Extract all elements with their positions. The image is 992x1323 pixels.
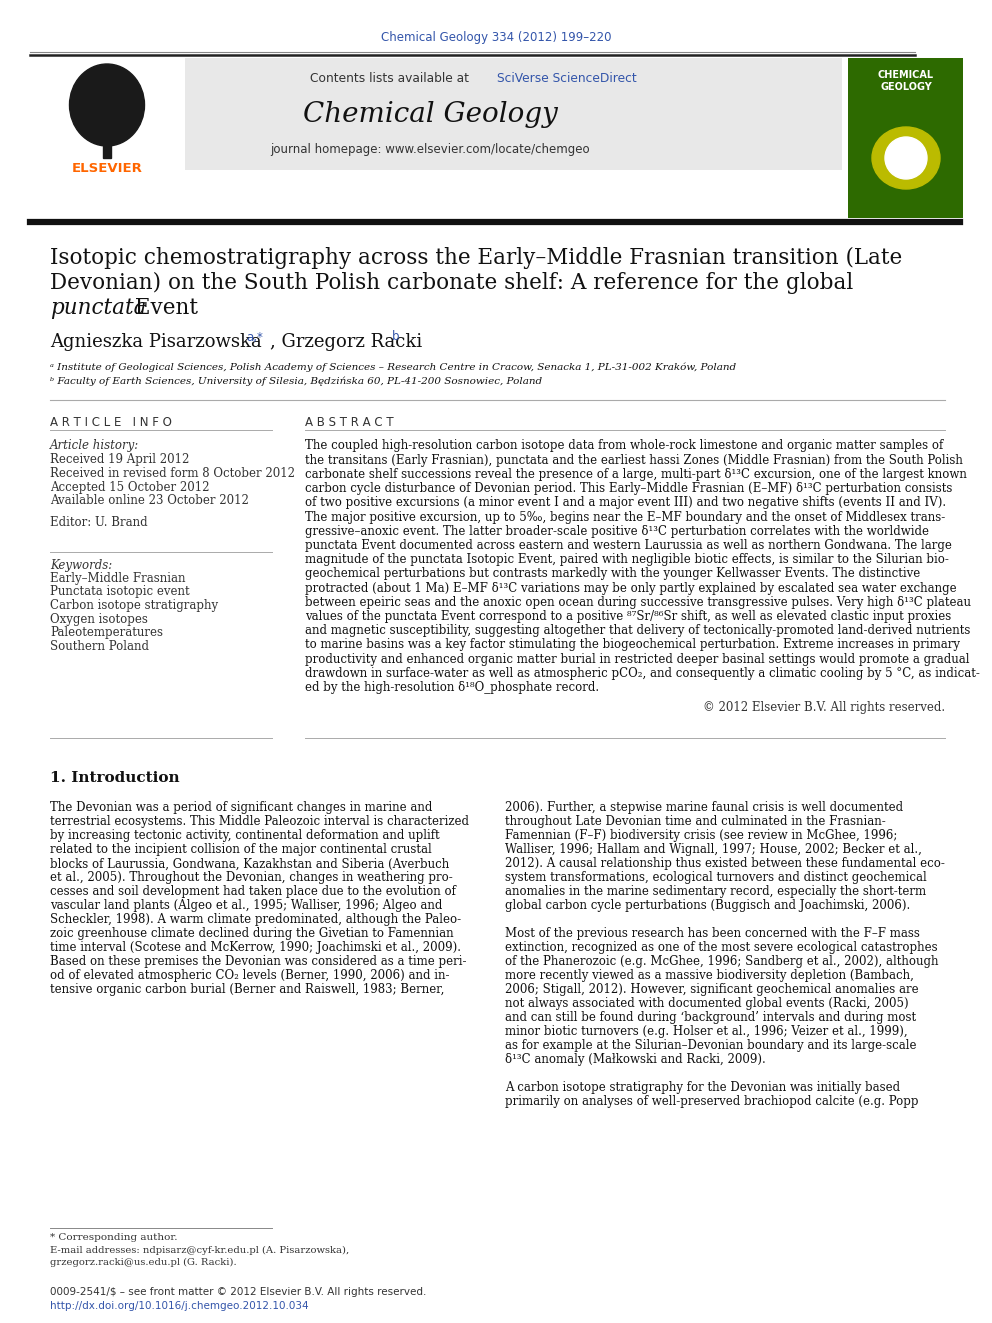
Text: Received in revised form 8 October 2012: Received in revised form 8 October 2012 xyxy=(50,467,295,480)
Text: Paleotemperatures: Paleotemperatures xyxy=(50,626,163,639)
Text: Carbon isotope stratigraphy: Carbon isotope stratigraphy xyxy=(50,599,218,613)
Text: The coupled high-resolution carbon isotope data from whole-rock limestone and or: The coupled high-resolution carbon isoto… xyxy=(305,439,943,452)
Text: gressive–anoxic event. The latter broader-scale positive δ¹³C perturbation corre: gressive–anoxic event. The latter broade… xyxy=(305,525,929,537)
Text: Scheckler, 1998). A warm climate predominated, although the Paleo-: Scheckler, 1998). A warm climate predomi… xyxy=(50,913,461,926)
Text: E-mail addresses: ndpisarz@cyf-kr.edu.pl (A. Pisarzowska),: E-mail addresses: ndpisarz@cyf-kr.edu.pl… xyxy=(50,1245,349,1254)
Text: primarily on analyses of well-preserved brachiopod calcite (e.g. Popp: primarily on analyses of well-preserved … xyxy=(505,1095,919,1109)
Text: Based on these premises the Devonian was considered as a time peri-: Based on these premises the Devonian was… xyxy=(50,955,466,968)
Bar xyxy=(103,140,111,157)
Text: terrestrial ecosystems. This Middle Paleozoic interval is characterized: terrestrial ecosystems. This Middle Pale… xyxy=(50,815,469,828)
Text: Accepted 15 October 2012: Accepted 15 October 2012 xyxy=(50,480,209,493)
Text: carbon cycle disturbance of Devonian period. This Early–Middle Frasnian (E–MF) δ: carbon cycle disturbance of Devonian per… xyxy=(305,482,952,495)
Text: Agnieszka Pisarzowska: Agnieszka Pisarzowska xyxy=(50,333,268,351)
Text: ᵃ Institute of Geological Sciences, Polish Academy of Sciences – Research Centre: ᵃ Institute of Geological Sciences, Poli… xyxy=(50,363,736,372)
Text: b: b xyxy=(392,331,400,344)
Text: Famennian (F–F) biodiversity crisis (see review in McGhee, 1996;: Famennian (F–F) biodiversity crisis (see… xyxy=(505,830,898,843)
Text: time interval (Scotese and McKerrow, 1990; Joachimski et al., 2009).: time interval (Scotese and McKerrow, 199… xyxy=(50,942,461,954)
Text: Article history:: Article history: xyxy=(50,439,139,452)
Text: Walliser, 1996; Hallam and Wignall, 1997; House, 2002; Becker et al.,: Walliser, 1996; Hallam and Wignall, 1997… xyxy=(505,844,922,856)
Text: © 2012 Elsevier B.V. All rights reserved.: © 2012 Elsevier B.V. All rights reserved… xyxy=(703,701,945,714)
Text: Chemical Geology: Chemical Geology xyxy=(303,102,558,128)
Text: zoic greenhouse climate declined during the Givetian to Famennian: zoic greenhouse climate declined during … xyxy=(50,927,453,941)
Text: ELSEVIER: ELSEVIER xyxy=(71,161,143,175)
Text: blocks of Laurussia, Gondwana, Kazakhstan and Siberia (Averbuch: blocks of Laurussia, Gondwana, Kazakhsta… xyxy=(50,857,449,871)
Text: related to the incipient collision of the major continental crustal: related to the incipient collision of th… xyxy=(50,844,432,856)
Text: grzegorz.racki@us.edu.pl (G. Racki).: grzegorz.racki@us.edu.pl (G. Racki). xyxy=(50,1257,237,1266)
FancyBboxPatch shape xyxy=(30,58,842,169)
Text: et al., 2005). Throughout the Devonian, changes in weathering pro-: et al., 2005). Throughout the Devonian, … xyxy=(50,872,452,885)
Text: Oxygen isotopes: Oxygen isotopes xyxy=(50,613,148,626)
Text: system transformations, ecological turnovers and distinct geochemical: system transformations, ecological turno… xyxy=(505,872,927,885)
Text: The Devonian was a period of significant changes in marine and: The Devonian was a period of significant… xyxy=(50,802,433,815)
Text: to marine basins was a key factor stimulating the biogeochemical perturbation. E: to marine basins was a key factor stimul… xyxy=(305,638,960,651)
Text: not always associated with documented global events (Racki, 2005): not always associated with documented gl… xyxy=(505,998,909,1011)
Text: productivity and enhanced organic matter burial in restricted deeper basinal set: productivity and enhanced organic matter… xyxy=(305,652,969,665)
Text: http://dx.doi.org/10.1016/j.chemgeo.2012.10.034: http://dx.doi.org/10.1016/j.chemgeo.2012… xyxy=(50,1301,309,1311)
Text: magnitude of the punctata Isotopic Event, paired with negligible biotic effects,: magnitude of the punctata Isotopic Event… xyxy=(305,553,949,566)
Text: A B S T R A C T: A B S T R A C T xyxy=(305,415,394,429)
Text: Editor: U. Brand: Editor: U. Brand xyxy=(50,516,148,528)
Text: A carbon isotope stratigraphy for the Devonian was initially based: A carbon isotope stratigraphy for the De… xyxy=(505,1081,900,1094)
Ellipse shape xyxy=(69,64,145,146)
Text: minor biotic turnovers (e.g. Holser et al., 1996; Veizer et al., 1999),: minor biotic turnovers (e.g. Holser et a… xyxy=(505,1025,908,1039)
Text: between epeiric seas and the anoxic open ocean during successive transgressive p: between epeiric seas and the anoxic open… xyxy=(305,595,971,609)
Text: punctata: punctata xyxy=(50,296,147,319)
Text: anomalies in the marine sedimentary record, especially the short-term: anomalies in the marine sedimentary reco… xyxy=(505,885,927,898)
Text: Chemical Geology 334 (2012) 199–220: Chemical Geology 334 (2012) 199–220 xyxy=(381,32,611,45)
Ellipse shape xyxy=(885,138,927,179)
Text: Event: Event xyxy=(128,296,198,319)
Text: Received 19 April 2012: Received 19 April 2012 xyxy=(50,454,189,467)
Text: throughout Late Devonian time and culminated in the Frasnian-: throughout Late Devonian time and culmin… xyxy=(505,815,886,828)
Text: 2012). A causal relationship thus existed between these fundamental eco-: 2012). A causal relationship thus existe… xyxy=(505,857,944,871)
Text: 1. Introduction: 1. Introduction xyxy=(50,771,180,785)
Text: Punctata isotopic event: Punctata isotopic event xyxy=(50,586,189,598)
Text: of the Phanerozoic (e.g. McGhee, 1996; Sandberg et al., 2002), although: of the Phanerozoic (e.g. McGhee, 1996; S… xyxy=(505,955,938,968)
Text: Contents lists available at: Contents lists available at xyxy=(310,71,473,85)
Text: a,*: a,* xyxy=(246,331,263,344)
Text: The major positive excursion, up to 5‰, begins near the E–MF boundary and the on: The major positive excursion, up to 5‰, … xyxy=(305,511,945,524)
Text: CHEMICAL: CHEMICAL xyxy=(878,70,934,79)
Text: Isotopic chemostratigraphy across the Early–Middle Frasnian transition (Late: Isotopic chemostratigraphy across the Ea… xyxy=(50,247,903,269)
Ellipse shape xyxy=(872,127,940,189)
Text: tensive organic carbon burial (Berner and Raiswell, 1983; Berner,: tensive organic carbon burial (Berner an… xyxy=(50,983,444,996)
Text: 0009-2541/$ – see front matter © 2012 Elsevier B.V. All rights reserved.: 0009-2541/$ – see front matter © 2012 El… xyxy=(50,1287,427,1297)
FancyBboxPatch shape xyxy=(30,58,185,218)
Text: δ¹³C anomaly (Małkowski and Racki, 2009).: δ¹³C anomaly (Małkowski and Racki, 2009)… xyxy=(505,1053,766,1066)
Text: and can still be found during ‘background’ intervals and during most: and can still be found during ‘backgroun… xyxy=(505,1012,917,1024)
Text: more recently viewed as a massive biodiversity depletion (Bambach,: more recently viewed as a massive biodiv… xyxy=(505,970,914,983)
Text: Keywords:: Keywords: xyxy=(50,558,112,572)
Text: ᵇ Faculty of Earth Sciences, University of Silesia, Będzińska 60, PL-41-200 Sosn: ᵇ Faculty of Earth Sciences, University … xyxy=(50,376,542,386)
Text: SciVerse ScienceDirect: SciVerse ScienceDirect xyxy=(497,71,637,85)
Text: * Corresponding author.: * Corresponding author. xyxy=(50,1233,178,1242)
Text: Available online 23 October 2012: Available online 23 October 2012 xyxy=(50,493,249,507)
Text: Early–Middle Frasnian: Early–Middle Frasnian xyxy=(50,572,186,585)
Text: as for example at the Silurian–Devonian boundary and its large-scale: as for example at the Silurian–Devonian … xyxy=(505,1040,917,1053)
Text: 2006; Stigall, 2012). However, significant geochemical anomalies are: 2006; Stigall, 2012). However, significa… xyxy=(505,983,919,996)
Text: journal homepage: www.elsevier.com/locate/chemgeo: journal homepage: www.elsevier.com/locat… xyxy=(270,143,590,156)
Text: vascular land plants (Algeo et al., 1995; Walliser, 1996; Algeo and: vascular land plants (Algeo et al., 1995… xyxy=(50,900,442,913)
Text: of two positive excursions (a minor event I and a major event III) and two negat: of two positive excursions (a minor even… xyxy=(305,496,946,509)
Text: protracted (about 1 Ma) E–MF δ¹³C variations may be only partly explained by esc: protracted (about 1 Ma) E–MF δ¹³C variat… xyxy=(305,582,956,594)
Text: values of the punctata Event correspond to a positive ⁸⁷Sr/⁸⁶Sr shift, as well a: values of the punctata Event correspond … xyxy=(305,610,951,623)
Text: Devonian) on the South Polish carbonate shelf: A reference for the global: Devonian) on the South Polish carbonate … xyxy=(50,273,853,294)
Text: 2006). Further, a stepwise marine faunal crisis is well documented: 2006). Further, a stepwise marine faunal… xyxy=(505,802,903,815)
Text: extinction, recognized as one of the most severe ecological catastrophes: extinction, recognized as one of the mos… xyxy=(505,942,937,954)
Text: ed by the high-resolution δ¹⁸O_phosphate record.: ed by the high-resolution δ¹⁸O_phosphate… xyxy=(305,681,599,693)
Text: GEOLOGY: GEOLOGY xyxy=(880,82,931,93)
Text: drawdown in surface-water as well as atmospheric pCO₂, and consequently a climat: drawdown in surface-water as well as atm… xyxy=(305,667,980,680)
Text: carbonate shelf successions reveal the presence of a large, multi-part δ¹³C excu: carbonate shelf successions reveal the p… xyxy=(305,468,967,480)
FancyBboxPatch shape xyxy=(848,58,963,218)
Text: geochemical perturbations but contrasts markedly with the younger Kellwasser Eve: geochemical perturbations but contrasts … xyxy=(305,568,921,581)
Text: Southern Poland: Southern Poland xyxy=(50,639,149,652)
Text: punctata Event documented across eastern and western Laurussia as well as northe: punctata Event documented across eastern… xyxy=(305,538,952,552)
Text: the transitans (Early Frasnian), punctata and the earliest hassi Zones (Middle F: the transitans (Early Frasnian), punctat… xyxy=(305,454,963,467)
Text: global carbon cycle perturbations (Buggisch and Joachimski, 2006).: global carbon cycle perturbations (Buggi… xyxy=(505,900,911,913)
Text: A R T I C L E   I N F O: A R T I C L E I N F O xyxy=(50,415,172,429)
Text: , Grzegorz Racki: , Grzegorz Racki xyxy=(270,333,428,351)
Text: Most of the previous research has been concerned with the F–F mass: Most of the previous research has been c… xyxy=(505,927,920,941)
Text: cesses and soil development had taken place due to the evolution of: cesses and soil development had taken pl… xyxy=(50,885,456,898)
Text: by increasing tectonic activity, continental deformation and uplift: by increasing tectonic activity, contine… xyxy=(50,830,439,843)
Text: od of elevated atmospheric CO₂ levels (Berner, 1990, 2006) and in-: od of elevated atmospheric CO₂ levels (B… xyxy=(50,970,449,983)
Text: and magnetic susceptibility, suggesting altogether that delivery of tectonically: and magnetic susceptibility, suggesting … xyxy=(305,624,970,638)
